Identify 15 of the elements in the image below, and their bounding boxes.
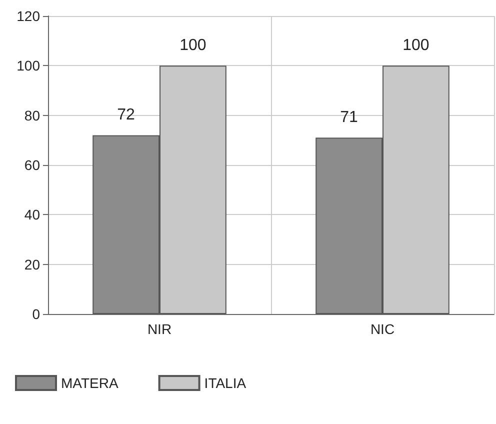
- y-tick-label: 60: [24, 157, 40, 173]
- y-tick-label: 0: [32, 306, 40, 322]
- y-tick-label: 20: [24, 256, 40, 272]
- legend-label: ITALIA: [204, 375, 247, 391]
- legend-label: MATERA: [61, 375, 119, 391]
- data-label: 71: [340, 109, 358, 126]
- data-label: 72: [117, 106, 136, 124]
- x-tick-label: NIR: [147, 321, 172, 337]
- data-label: 100: [180, 37, 206, 54]
- y-tick-label: 100: [16, 58, 40, 74]
- data-label: 100: [402, 37, 430, 54]
- x-tick-label: NIC: [370, 321, 395, 337]
- y-tick-label: 120: [16, 8, 40, 24]
- y-tick-label: 40: [24, 206, 40, 223]
- y-tick-label: 80: [24, 107, 40, 124]
